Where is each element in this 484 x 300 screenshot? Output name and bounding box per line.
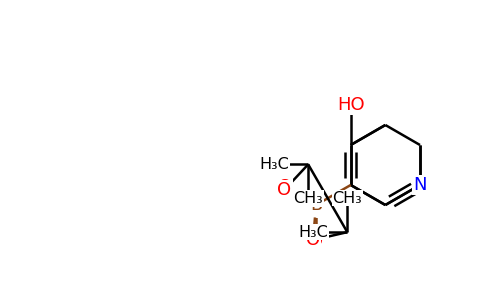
Text: HO: HO (337, 96, 364, 114)
Text: CH₃: CH₃ (293, 191, 323, 206)
Text: B: B (310, 196, 322, 214)
Text: O: O (309, 232, 323, 250)
Text: O: O (306, 231, 320, 249)
Text: CH₃: CH₃ (333, 190, 362, 206)
Text: O: O (277, 181, 291, 199)
Text: H₃C: H₃C (259, 157, 289, 172)
Text: O: O (278, 178, 292, 196)
Text: H₃C: H₃C (299, 225, 328, 240)
Text: N: N (413, 176, 427, 194)
